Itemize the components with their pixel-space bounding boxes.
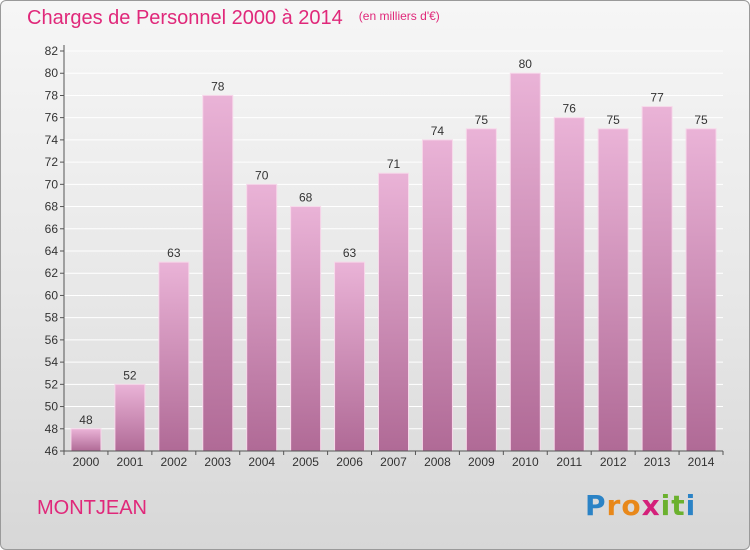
y-tick-label: 72 <box>45 155 59 169</box>
logo-letter: i <box>660 489 672 522</box>
x-tick-label: 2005 <box>292 455 319 469</box>
bar <box>114 383 146 452</box>
x-tick-label: 2014 <box>688 455 715 469</box>
bar <box>597 128 629 452</box>
y-tick-label: 68 <box>45 200 59 214</box>
bar-value-label: 68 <box>299 191 313 205</box>
bar-value-label: 48 <box>79 413 93 427</box>
x-tick-label: 2000 <box>73 455 100 469</box>
bar-value-label: 77 <box>650 91 664 105</box>
bar <box>553 117 585 452</box>
bar <box>290 206 322 452</box>
y-tick-label: 52 <box>45 377 59 391</box>
chart-title: Charges de Personnel 2000 à 2014 <box>27 7 343 29</box>
x-tick-label: 2001 <box>117 455 144 469</box>
bars: 48 52 63 78 70 68 63 71 74 75 80 76 75 77 75 <box>70 57 717 452</box>
logo-letter: x <box>641 489 661 522</box>
bar <box>685 128 717 452</box>
bar <box>421 139 453 452</box>
bar <box>246 183 278 452</box>
y-tick-label: 66 <box>45 222 59 236</box>
y-tick-label: 50 <box>45 400 59 414</box>
x-tick-label: 2010 <box>512 455 539 469</box>
x-tick-label: 2013 <box>644 455 671 469</box>
x-tick-label: 2012 <box>600 455 627 469</box>
bar-value-label: 63 <box>343 246 357 260</box>
chart-title-block: Charges de Personnel 2000 à 2014 (en mill… <box>27 7 440 30</box>
y-tick-label: 54 <box>45 355 59 369</box>
x-tick-label: 2008 <box>424 455 451 469</box>
bar-value-label: 78 <box>211 79 225 93</box>
logo-letter: P <box>585 489 607 522</box>
proxiti-logo: Proxiti <box>585 489 696 522</box>
y-tick-label: 74 <box>45 133 59 147</box>
x-tick-label: 2003 <box>204 455 231 469</box>
y-tick-label: 70 <box>45 177 59 191</box>
bar-value-label: 75 <box>694 113 708 127</box>
bar <box>202 94 234 452</box>
x-tick-label: 2011 <box>556 455 582 469</box>
y-tick-label: 76 <box>45 111 59 125</box>
logo-letter: i <box>685 489 697 522</box>
y-tick-label: 56 <box>45 333 59 347</box>
bar <box>641 106 673 452</box>
bar-value-label: 52 <box>123 368 137 382</box>
bar-value-label: 70 <box>255 168 269 182</box>
bar <box>70 428 102 452</box>
chart-unit: (en milliers d'€) <box>358 9 440 23</box>
logo-letter: o <box>621 489 642 522</box>
x-tick-label: 2006 <box>336 455 363 469</box>
bar <box>334 261 366 452</box>
bar-value-label: 71 <box>387 157 401 171</box>
bar <box>509 72 541 452</box>
x-tick-label: 2009 <box>468 455 495 469</box>
bar-value-label: 80 <box>519 57 533 71</box>
y-tick-label: 48 <box>45 422 59 436</box>
y-tick-label: 62 <box>45 266 59 280</box>
bar-value-label: 75 <box>606 113 620 127</box>
bar-value-label: 76 <box>563 102 577 116</box>
bar <box>465 128 497 452</box>
logo-letter: r <box>606 489 622 522</box>
y-tick-label: 60 <box>45 288 59 302</box>
axes: 46 48 50 52 54 56 58 60 62 64 66 68 70 72 74 76 78 80 82 20… <box>45 44 724 469</box>
commune-name: MONTJEAN <box>37 497 147 519</box>
y-tick-label: 80 <box>45 66 59 80</box>
y-tick-label: 58 <box>45 311 59 325</box>
x-tick-label: 2002 <box>160 455 187 469</box>
bar <box>158 261 190 452</box>
y-tick-label: 82 <box>45 44 59 58</box>
logo-letter: t <box>671 489 686 522</box>
bar-value-label: 74 <box>431 124 445 138</box>
bar-value-label: 75 <box>475 113 489 127</box>
x-tick-label: 2004 <box>248 455 275 469</box>
bar-value-label: 63 <box>167 246 181 260</box>
x-tick-label: 2007 <box>380 455 407 469</box>
y-tick-label: 46 <box>45 444 59 458</box>
y-tick-label: 78 <box>45 88 59 102</box>
bar <box>378 172 409 452</box>
y-tick-label: 64 <box>45 244 59 258</box>
